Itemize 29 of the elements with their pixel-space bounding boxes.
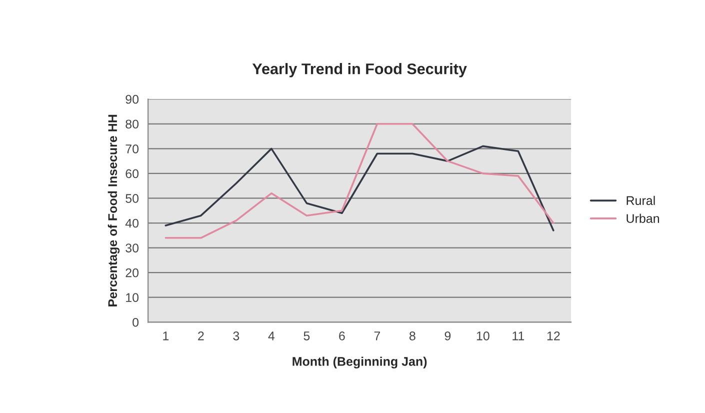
chart-title: Yearly Trend in Food Security	[252, 63, 467, 78]
line-series	[164, 145, 554, 232]
y-tick-label: 20	[126, 268, 139, 278]
x-tick-label: 1	[163, 332, 169, 340]
y-tick-label: 90	[126, 94, 139, 104]
y-tick-label: 50	[126, 194, 139, 203]
y-tick-label: 80	[126, 120, 139, 129]
line-series	[164, 122, 554, 239]
x-tick-label: 10	[476, 332, 490, 340]
x-tick-label: 12	[547, 332, 560, 340]
x-tick-label: 2	[198, 332, 204, 340]
x-axis-title: Month (Beginning Jan)	[292, 356, 427, 368]
x-tick-label: 9	[444, 332, 451, 340]
y-tick-label: 10	[126, 293, 139, 302]
legend-label: Rural	[626, 196, 655, 206]
x-tick-label: 7	[374, 332, 380, 340]
x-tick-label: 11	[512, 332, 524, 340]
x-tick-label: 6	[339, 332, 345, 340]
x-tick-label: 4	[268, 332, 275, 340]
y-tick-label: 40	[125, 218, 139, 228]
y-tick-label: 0	[132, 318, 139, 327]
x-tick-label: 8	[409, 332, 416, 340]
y-tick-label: 60	[126, 169, 139, 178]
y-tick-label: 70	[126, 144, 139, 154]
x-tick-label: 5	[304, 332, 310, 340]
y-axis-title: Percentage of Food Insecure HH	[108, 114, 120, 306]
y-tick-label: 30	[126, 244, 139, 252]
x-tick-label: 3	[233, 332, 240, 340]
legend-label: Urban	[626, 214, 659, 223]
